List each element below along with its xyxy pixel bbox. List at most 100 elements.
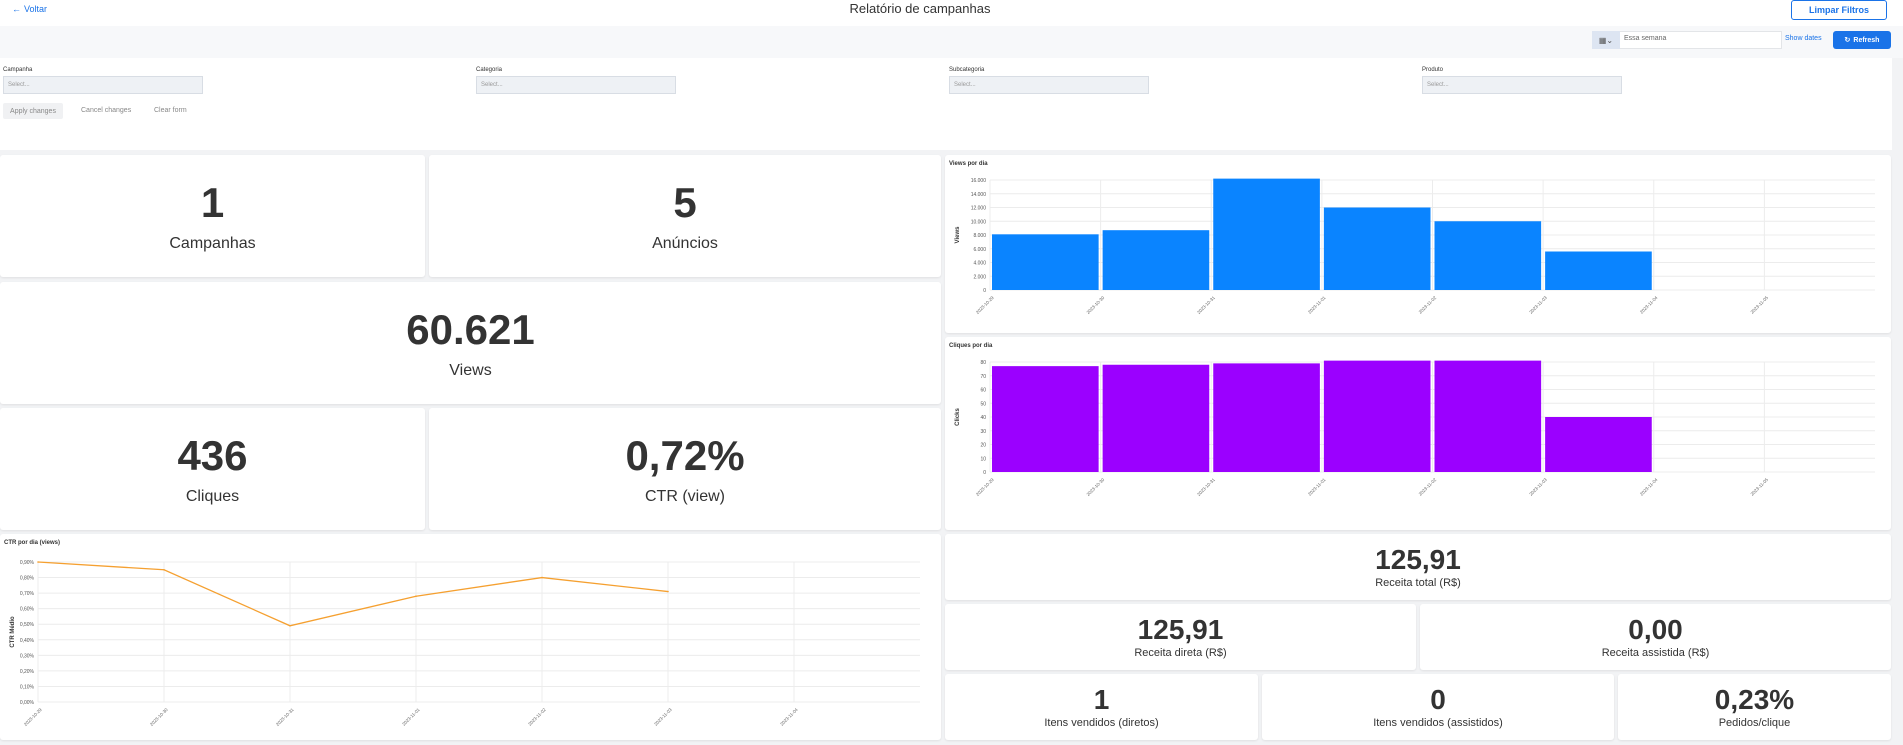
y-tick-label: 40 [980, 415, 986, 421]
date-filter-bar [0, 26, 1903, 58]
kpi-label: Campanhas [169, 235, 256, 252]
chart-point [415, 595, 417, 598]
kpi-value: 1 [200, 179, 225, 226]
y-tick-label: 60 [980, 388, 986, 394]
x-tick-label: 2023-10-30 [149, 707, 169, 727]
apply-changes-button[interactable]: Apply changes [3, 103, 63, 119]
ctr-por-dia-chart: CTR por dia (views) CTR Médio 0,00% 0,10% 0,… [4, 540, 920, 727]
y-tick-label: 12.000 [971, 206, 987, 212]
x-tick-label: 2023-10-31 [1196, 477, 1216, 497]
page-title: Relatório de campanhas [849, 1, 991, 16]
x-tick-label: 2023-11-01 [1307, 477, 1327, 497]
y-tick-label: 50 [980, 401, 986, 407]
chart-bar [1213, 178, 1320, 290]
chart-bar [992, 366, 1099, 472]
kpi-label: Receita total (R$) [1375, 577, 1461, 589]
y-tick-label: 0,70% [20, 591, 35, 597]
x-tick-label: 2023-11-01 [401, 707, 421, 727]
chart-point [37, 561, 39, 563]
kpi-itens-assistidos: 0 Itens vendidos (assistidos) [1262, 674, 1614, 740]
categoria-select[interactable]: Select... [476, 76, 676, 94]
x-tick-label: 2023-11-02 [527, 707, 547, 727]
y-tick-label: 10 [980, 456, 986, 462]
x-tick-label: 2023-10-31 [275, 707, 295, 727]
y-tick-label: 0,40% [20, 638, 35, 644]
kpi-label: Itens vendidos (assistidos) [1373, 717, 1503, 729]
chart-line [37, 561, 669, 627]
kpi-label: CTR (view) [645, 488, 725, 505]
chart-bar [1434, 221, 1542, 290]
kpi-anuncios: 5 Anúncios [429, 155, 941, 277]
x-tick-label: 2023-11-04 [779, 707, 799, 727]
campanha-select[interactable]: Select... [3, 76, 203, 94]
produto-label: Produto [1422, 67, 1444, 73]
cancel-changes-button[interactable]: Cancel changes [81, 107, 132, 114]
x-tick-label: 2023-10-29 [23, 707, 43, 727]
y-tick-label: 2.000 [973, 274, 986, 280]
kpi-views: 60.621 Views [0, 282, 941, 404]
y-tick-label: 6.000 [973, 247, 986, 253]
date-range-value: Essa semana [1624, 35, 1667, 42]
chart-title: Views por dia [949, 161, 988, 167]
chart-bar [1434, 360, 1542, 472]
kpi-value: 0,00 [1628, 614, 1683, 645]
calendar-icon: ▦ [1598, 35, 1607, 45]
kpi-cliques: 436 Cliques [0, 408, 425, 530]
kpi-label: Pedidos/clique [1718, 717, 1791, 729]
chart-bar [1323, 360, 1431, 472]
y-tick-label: 80 [980, 360, 986, 366]
date-range-input[interactable] [1592, 31, 1782, 49]
chart-bar [992, 234, 1099, 290]
x-tick-label: 2023-11-01 [1307, 295, 1327, 315]
kpi-value: 125,91 [1137, 614, 1224, 645]
refresh-button[interactable]: ↻ Refresh [1833, 31, 1891, 49]
arrow-left-icon: ← [12, 4, 21, 14]
show-dates-link[interactable]: Show dates [1785, 35, 1822, 42]
kpi-label: Cliques [185, 488, 240, 505]
top-bar [0, 0, 1903, 26]
x-tick-label: 2023-10-30 [1086, 477, 1106, 497]
x-tick-label: 2023-11-04 [1639, 477, 1659, 497]
kpi-receita-assistida: 0,00 Receita assistida (R$) [1420, 604, 1891, 670]
chart-title: CTR por dia (views) [4, 540, 60, 546]
back-link[interactable]: ← Voltar [12, 4, 47, 14]
chart-bar [1102, 364, 1210, 472]
y-axis-label: CTR Médio [10, 616, 16, 648]
y-tick-label: 0,50% [20, 622, 35, 628]
y-tick-label: 8.000 [973, 233, 986, 239]
subcategoria-select[interactable]: Select... [949, 76, 1149, 94]
kpi-value: 1 [1093, 684, 1110, 715]
kpi-label: Receita direta (R$) [1134, 647, 1227, 659]
chart-bar [1102, 230, 1210, 290]
produto-select[interactable]: Select... [1422, 76, 1622, 94]
y-tick-label: 0,00% [20, 700, 35, 706]
filter-form [0, 58, 1892, 150]
calendar-dropdown-button[interactable]: ▦ ⌄ [1592, 31, 1620, 49]
clear-form-button[interactable]: Clear form [154, 107, 187, 114]
x-tick-label: 2023-10-31 [1196, 295, 1216, 315]
x-tick-label: 2023-10-29 [975, 477, 995, 497]
y-tick-label: 0,10% [20, 684, 35, 690]
y-tick-label: 20 [980, 443, 986, 449]
kpi-ctr: 0,72% CTR (view) [429, 408, 941, 530]
x-tick-label: 2023-11-05 [1750, 295, 1770, 315]
kpi-receita-direta: 125,91 Receita direta (R$) [945, 604, 1416, 670]
y-tick-label: 0,60% [20, 607, 35, 613]
kpi-value: 0 [1430, 684, 1446, 715]
chart-point [541, 576, 543, 579]
views-por-dia-chart: Views por dia Views 0 2.000 4.000 6.000 8.000 1… [949, 161, 1875, 315]
clear-filters-button[interactable]: Limpar Filtros [1791, 0, 1887, 20]
y-tick-label: 0,30% [20, 653, 35, 659]
x-tick-label: 2023-11-03 [1528, 477, 1548, 497]
kpi-value: 0,23% [1714, 684, 1795, 715]
y-tick-label: 0 [983, 470, 986, 476]
cliques-chart-card: Cliques por dia Clicks 0 10 20 30 40 50 60 70 80 20… [945, 337, 1891, 530]
y-tick-label: 0 [983, 288, 986, 294]
kpi-label: Receita assistida (R$) [1601, 647, 1710, 659]
chevron-down-icon: ⌄ [1606, 35, 1614, 45]
back-label: Voltar [24, 4, 48, 14]
y-tick-label: 0,90% [20, 560, 35, 566]
categoria-label: Categoria [476, 67, 503, 73]
chart-point [289, 624, 291, 627]
kpi-value: 0,72% [625, 432, 745, 479]
